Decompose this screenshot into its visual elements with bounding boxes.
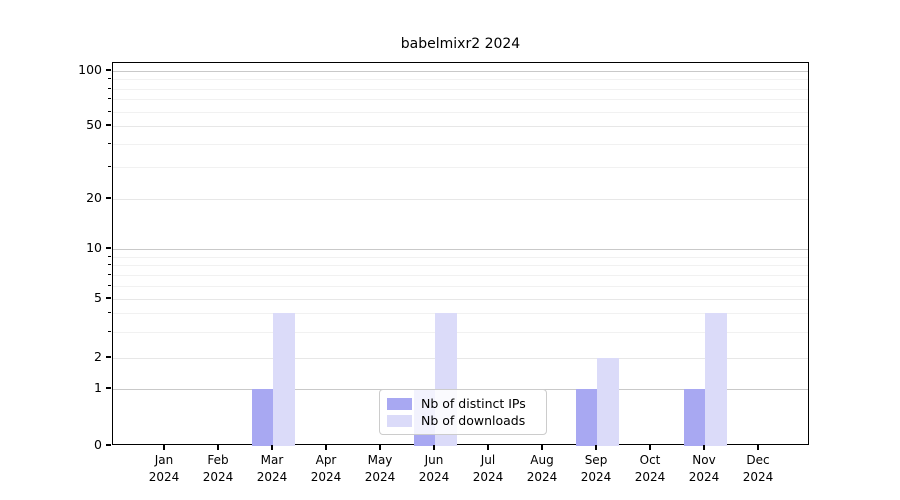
gridline-minor-80 bbox=[113, 88, 808, 90]
legend-label-distinct-ips: Nb of distinct IPs bbox=[421, 396, 526, 411]
y-tick-20 bbox=[106, 197, 111, 199]
x-tick-label-apr: Apr 2024 bbox=[310, 453, 342, 484]
gridline-50 bbox=[113, 126, 808, 127]
y-tick-minor-9 bbox=[108, 255, 111, 257]
y-tick-minor-7 bbox=[108, 273, 111, 275]
legend-label-downloads: Nb of downloads bbox=[421, 413, 526, 428]
x-tick-label-jul: Jul 2024 bbox=[472, 453, 504, 484]
y-tick-label-20: 20 bbox=[86, 190, 102, 205]
y-tick-10 bbox=[106, 247, 111, 249]
x-tick-sep bbox=[595, 445, 597, 450]
legend-entry-distinct-ips: Nb of distinct IPs bbox=[387, 395, 539, 412]
x-tick-label-aug: Aug 2024 bbox=[526, 453, 558, 484]
x-tick-label-nov: Nov 2024 bbox=[688, 453, 720, 484]
gridline-2 bbox=[113, 358, 808, 359]
legend-entry-downloads: Nb of downloads bbox=[387, 412, 539, 429]
y-tick-label-5: 5 bbox=[94, 290, 102, 305]
y-tick-minor-60 bbox=[108, 110, 111, 112]
y-tick-100 bbox=[106, 69, 111, 71]
x-tick-aug bbox=[541, 445, 543, 450]
y-tick-2 bbox=[106, 356, 111, 358]
x-tick-may bbox=[379, 445, 381, 450]
y-tick-minor-30 bbox=[108, 165, 111, 167]
gridline-minor-90 bbox=[113, 79, 808, 81]
gridline-minor-9 bbox=[113, 256, 808, 258]
bar-distinct-ips-mar bbox=[251, 389, 273, 446]
y-tick-label-2: 2 bbox=[94, 349, 102, 364]
x-tick-label-sep: Sep 2024 bbox=[580, 453, 612, 484]
y-tick-minor-80 bbox=[108, 87, 111, 89]
x-tick-jul bbox=[487, 445, 489, 450]
bar-distinct-ips-nov bbox=[683, 389, 705, 446]
gridline-20 bbox=[113, 199, 808, 200]
y-tick-minor-90 bbox=[108, 78, 111, 80]
x-tick-label-may: May 2024 bbox=[364, 453, 396, 484]
x-tick-label-oct: Oct 2024 bbox=[634, 453, 666, 484]
y-tick-1 bbox=[106, 387, 111, 389]
y-tick-label-1: 1 bbox=[94, 380, 102, 395]
gridline-minor-3 bbox=[113, 331, 808, 333]
bar-downloads-mar bbox=[273, 313, 295, 446]
gridline-minor-6 bbox=[113, 285, 808, 287]
gridline-minor-70 bbox=[113, 99, 808, 101]
x-tick-mar bbox=[271, 445, 273, 450]
bar-distinct-ips-sep bbox=[575, 389, 597, 446]
gridline-minor-7 bbox=[113, 274, 808, 276]
x-tick-dec bbox=[757, 445, 759, 450]
y-tick-5 bbox=[106, 297, 111, 299]
x-tick-apr bbox=[325, 445, 327, 450]
gridline-minor-4 bbox=[113, 313, 808, 315]
x-tick-label-jun: Jun 2024 bbox=[418, 453, 450, 484]
y-tick-50 bbox=[106, 124, 111, 126]
y-tick-minor-3 bbox=[108, 330, 111, 332]
x-tick-label-dec: Dec 2024 bbox=[742, 453, 774, 484]
y-tick-minor-6 bbox=[108, 284, 111, 286]
gridline-minor-60 bbox=[113, 111, 808, 113]
bar-downloads-sep bbox=[597, 358, 619, 446]
x-tick-jan bbox=[163, 445, 165, 450]
y-tick-label-50: 50 bbox=[86, 117, 102, 132]
y-tick-label-10: 10 bbox=[86, 240, 102, 255]
y-tick-minor-70 bbox=[108, 98, 111, 100]
legend: Nb of distinct IPs Nb of downloads bbox=[379, 389, 547, 435]
gridline-5 bbox=[113, 299, 808, 300]
y-tick-minor-8 bbox=[108, 264, 111, 266]
chart-title: babelmixr2 2024 bbox=[400, 36, 521, 52]
x-tick-nov bbox=[703, 445, 705, 450]
gridline-minor-8 bbox=[113, 265, 808, 267]
x-tick-label-jan: Jan 2024 bbox=[148, 453, 180, 484]
gridline-10 bbox=[113, 249, 808, 250]
x-tick-label-feb: Feb 2024 bbox=[202, 453, 234, 484]
y-tick-minor-40 bbox=[108, 142, 111, 144]
legend-swatch-distinct-ips bbox=[387, 397, 412, 410]
legend-swatch-downloads bbox=[387, 414, 412, 427]
x-tick-label-mar: Mar 2024 bbox=[256, 453, 288, 484]
gridline-100 bbox=[113, 71, 808, 72]
gridline-minor-40 bbox=[113, 143, 808, 145]
y-tick-label-0: 0 bbox=[94, 437, 102, 452]
y-tick-0 bbox=[106, 444, 111, 446]
plot-area: Nb of distinct IPs Nb of downloads bbox=[112, 62, 809, 446]
gridline-minor-30 bbox=[113, 166, 808, 168]
x-tick-jun bbox=[433, 445, 435, 450]
y-tick-label-100: 100 bbox=[78, 62, 102, 77]
y-tick-minor-4 bbox=[108, 312, 111, 314]
x-tick-oct bbox=[649, 445, 651, 450]
bar-downloads-nov bbox=[705, 313, 727, 446]
x-tick-feb bbox=[217, 445, 219, 450]
